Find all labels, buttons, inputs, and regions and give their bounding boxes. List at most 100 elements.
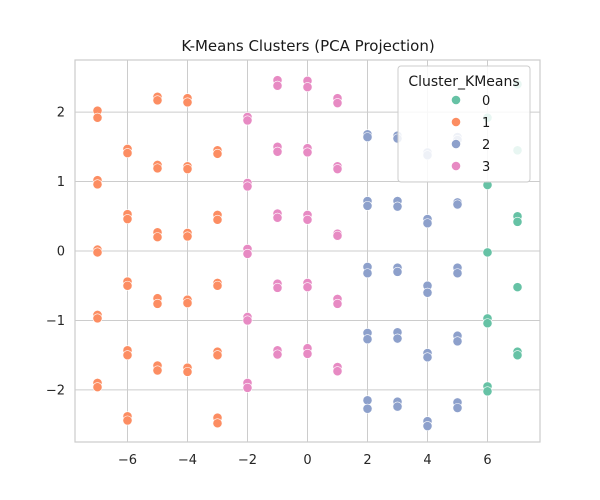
data-point [482, 386, 493, 397]
y-axis-ticks: −2 −1 0 1 2 [46, 106, 65, 399]
data-point [482, 318, 493, 329]
y-tick-label: −1 [46, 314, 65, 329]
data-point [122, 415, 133, 426]
legend-marker [451, 95, 461, 105]
data-point [392, 266, 403, 277]
legend-label: 1 [482, 116, 490, 131]
data-point [392, 401, 403, 412]
data-point [212, 280, 223, 291]
data-point [212, 214, 223, 225]
data-point [152, 95, 163, 106]
data-point [362, 268, 373, 279]
data-point [92, 313, 103, 324]
data-point [212, 418, 223, 429]
data-point [422, 218, 433, 229]
data-point [182, 164, 193, 174]
x-tick-label: −2 [238, 453, 257, 468]
data-point [152, 163, 163, 174]
legend-title: Cluster_KMeans [408, 74, 519, 90]
data-point [422, 421, 433, 431]
series-1 [92, 91, 223, 429]
x-tick-label: −6 [118, 453, 137, 468]
data-point [302, 348, 313, 359]
data-point [182, 97, 193, 108]
x-tick-label: −4 [178, 453, 197, 468]
data-point [392, 201, 403, 212]
chart-title: K-Means Clusters (PCA Projection) [181, 37, 434, 55]
data-point [332, 98, 343, 108]
data-point [362, 403, 373, 414]
data-point [302, 214, 313, 225]
data-point [242, 248, 253, 259]
legend-marker [451, 117, 461, 127]
legend-entry: 2 [451, 138, 490, 153]
data-point [182, 231, 193, 242]
data-point [332, 366, 343, 377]
data-point [182, 298, 193, 308]
data-point [452, 403, 463, 413]
data-point [422, 287, 433, 298]
data-point [92, 112, 103, 123]
legend-box [397, 65, 531, 183]
data-point [422, 352, 433, 363]
data-point [332, 230, 343, 241]
data-point [92, 247, 103, 258]
data-point [362, 334, 373, 345]
data-point [272, 349, 283, 360]
data-point [512, 350, 523, 361]
data-point [452, 268, 463, 279]
data-point [152, 365, 163, 376]
x-tick-label: 0 [303, 453, 311, 468]
legend: Cluster_KMeans 0 1 2 3 [397, 65, 531, 183]
data-point [242, 315, 253, 326]
data-point [122, 280, 133, 291]
legend-entry: 3 [451, 160, 490, 175]
legend-label: 2 [482, 138, 490, 153]
plot-frame [74, 59, 541, 443]
data-point [302, 282, 313, 293]
data-point [182, 366, 193, 377]
x-tick-label: 6 [483, 453, 491, 468]
data-point [452, 199, 463, 210]
data-point [512, 282, 523, 293]
data-point [212, 350, 223, 361]
data-point [362, 200, 373, 211]
data-point [392, 333, 403, 344]
legend-label: 3 [482, 160, 490, 175]
data-point [242, 115, 253, 126]
y-tick-label: −2 [46, 383, 65, 398]
data-point [482, 247, 493, 258]
legend-entry: 0 [451, 94, 490, 109]
data-point [212, 148, 223, 159]
x-tick-label: 2 [363, 453, 371, 468]
legend-entry: 1 [451, 116, 490, 131]
y-tick-label: 1 [57, 175, 65, 190]
data-point [122, 350, 133, 361]
data-point [332, 164, 343, 174]
series-3 [242, 75, 343, 393]
data-point [452, 336, 463, 347]
data-point [302, 82, 313, 92]
data-point [152, 298, 163, 309]
data-point [152, 232, 163, 243]
data-point [272, 146, 283, 157]
data-point [362, 132, 373, 142]
data-point [512, 216, 523, 227]
data-point [332, 298, 343, 309]
x-tick-label: 4 [423, 453, 431, 468]
data-point [122, 214, 133, 224]
legend-label: 0 [482, 94, 490, 109]
legend-items: 0 1 2 3 [451, 94, 490, 175]
legend-marker [451, 139, 461, 149]
data-point [362, 395, 373, 406]
data-point [92, 179, 103, 190]
data-point [92, 382, 103, 393]
data-point [242, 181, 253, 192]
x-axis-ticks: −6 −4 −2 0 2 4 6 [118, 453, 492, 468]
data-point [242, 382, 253, 393]
y-tick-label: 2 [57, 106, 65, 121]
data-point [272, 282, 283, 293]
data-point [302, 147, 313, 158]
data-point [272, 212, 283, 223]
